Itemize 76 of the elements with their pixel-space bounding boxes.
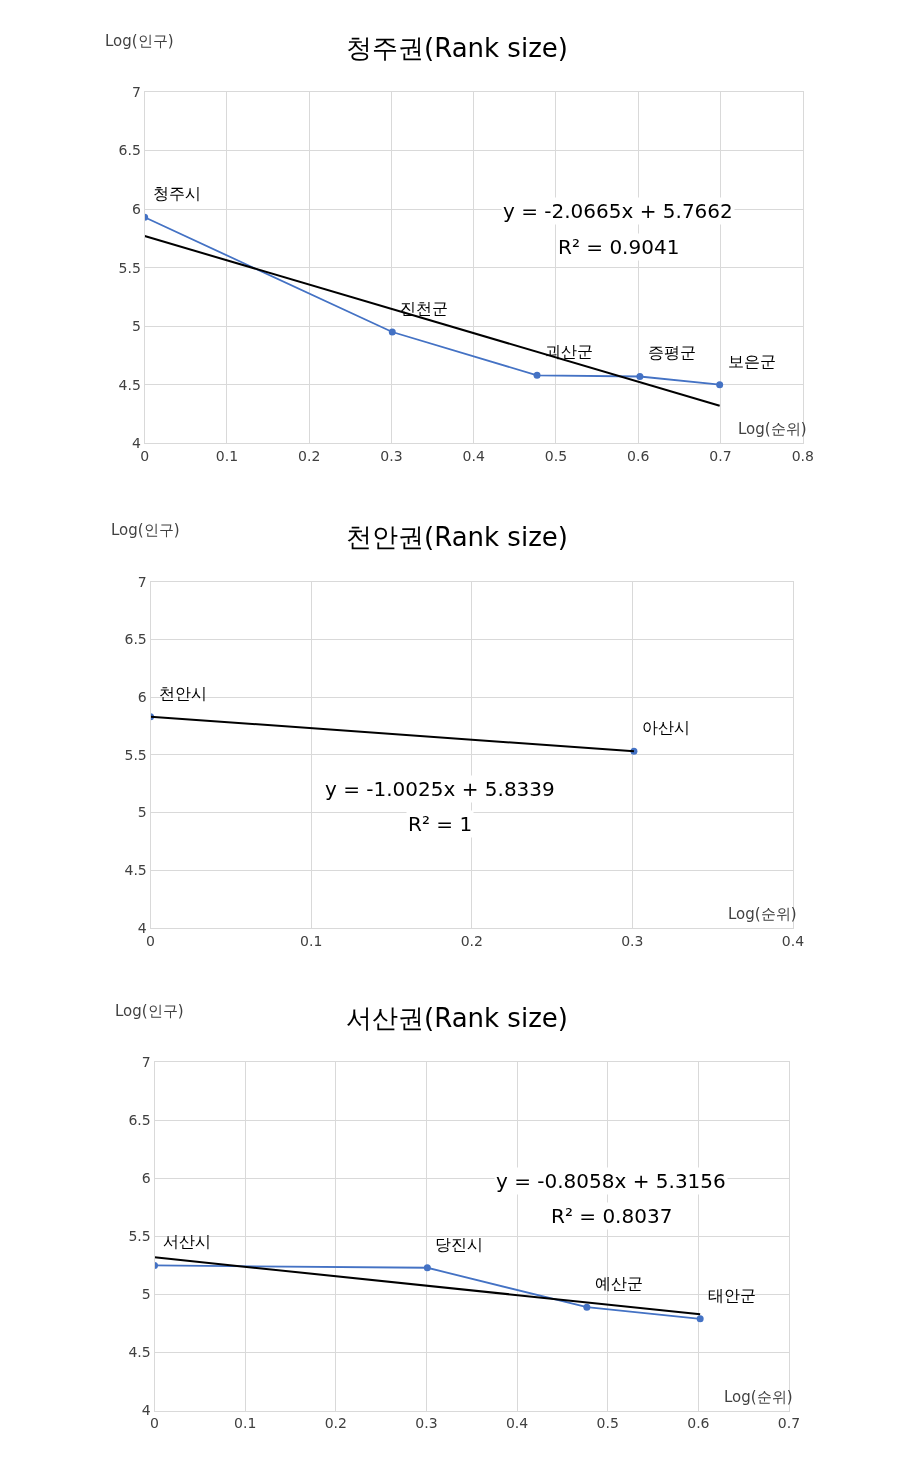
y-tick-label: 7 xyxy=(131,83,141,100)
y-tick-label: 5 xyxy=(137,804,147,821)
annotation: 청주시 xyxy=(153,184,201,203)
y-tick-label: 4.5 xyxy=(128,1344,151,1361)
x-tick-label: 0.1 xyxy=(234,1415,257,1432)
annotation: y = -1.0025x + 5.8339 xyxy=(325,777,555,801)
y-tick-label: 4 xyxy=(137,919,147,936)
annotation: R² = 0.9041 xyxy=(558,235,680,259)
annotation: 서산시 xyxy=(163,1232,211,1251)
x-tick-label: 0.6 xyxy=(627,447,650,464)
annotation: 천안시 xyxy=(159,684,207,703)
chart-title: 서산권(Rank size) xyxy=(346,1003,568,1033)
y-tick-label: 6 xyxy=(137,688,147,705)
point xyxy=(716,381,724,389)
chart-title: 천안권(Rank size) xyxy=(346,522,568,552)
annotation: 보은군 xyxy=(728,352,776,371)
x-tick-label: 0.1 xyxy=(215,447,239,464)
annotation: R² = 1 xyxy=(408,812,473,836)
y-tick-label: 6.5 xyxy=(118,142,141,159)
x-axis-title: Log(순위) xyxy=(738,420,807,438)
annotation: 증평군 xyxy=(648,343,696,362)
y-tick-label: 5 xyxy=(131,318,141,335)
x-tick-label: 0 xyxy=(146,932,156,949)
y-tick-label: 6 xyxy=(131,201,141,218)
x-tick-label: 0.4 xyxy=(462,447,485,464)
annotation: 예산군 xyxy=(595,1274,643,1293)
point xyxy=(533,371,541,379)
y-tick-label: 6.5 xyxy=(124,631,147,648)
annotation: 당진시 xyxy=(435,1235,483,1254)
x-tick-label: 0.3 xyxy=(415,1415,438,1432)
annotation: R² = 0.8037 xyxy=(551,1204,673,1228)
x-tick-label: 0.7 xyxy=(709,447,732,464)
x-tick-label: 0.4 xyxy=(781,932,805,949)
point xyxy=(636,372,644,380)
annotation: y = -0.8058x + 5.3156 xyxy=(496,1169,726,1193)
y-tick-label: 5 xyxy=(141,1286,151,1303)
x-tick-label: 0.1 xyxy=(300,932,323,949)
annotation: y = -2.0665x + 5.7662 xyxy=(503,199,733,223)
chart-title: 청주권(Rank size) xyxy=(346,33,568,63)
y-tick-label: 6.5 xyxy=(128,1112,151,1129)
x-tick-label: 0.5 xyxy=(544,447,568,464)
x-axis-title: Log(순위) xyxy=(724,1388,793,1406)
x-tick-label: 0.3 xyxy=(380,447,403,464)
x-tick-label: 0.4 xyxy=(505,1415,529,1432)
annotation: 아산시 xyxy=(642,718,690,737)
y-axis-title: Log(인구) xyxy=(115,1002,184,1020)
x-tick-label: 0 xyxy=(140,447,150,464)
y-tick-label: 4.5 xyxy=(118,376,141,393)
y-tick-label: 4.5 xyxy=(124,862,147,879)
point xyxy=(423,1264,431,1272)
y-tick-label: 5.5 xyxy=(124,746,147,763)
y-tick-label: 4 xyxy=(131,435,141,452)
x-axis-title: Log(순위) xyxy=(728,905,797,923)
y-axis-title: Log(인구) xyxy=(105,32,174,50)
annotation: 진천군 xyxy=(400,299,448,318)
x-tick-label: 0.3 xyxy=(621,932,644,949)
annotation: 괴산군 xyxy=(545,342,593,361)
x-tick-label: 0.2 xyxy=(298,447,321,464)
x-tick-label: 0.7 xyxy=(777,1415,801,1432)
x-tick-label: 0 xyxy=(150,1415,159,1432)
y-axis-title: Log(인구) xyxy=(111,521,180,539)
y-tick-label: 6 xyxy=(141,1170,151,1187)
y-tick-label: 7 xyxy=(141,1054,151,1071)
annotation: 태안군 xyxy=(708,1286,756,1305)
y-tick-label: 5.5 xyxy=(128,1228,151,1245)
point xyxy=(696,1315,704,1323)
x-tick-label: 0.2 xyxy=(460,932,483,949)
point xyxy=(388,328,396,336)
x-tick-label: 0.2 xyxy=(324,1415,347,1432)
x-tick-label: 0.5 xyxy=(596,1415,619,1432)
point xyxy=(583,1303,591,1311)
x-tick-label: 0.6 xyxy=(687,1415,710,1432)
y-tick-label: 4 xyxy=(141,1402,151,1419)
y-tick-label: 5.5 xyxy=(118,259,141,276)
x-tick-label: 0.8 xyxy=(791,447,814,464)
y-tick-label: 7 xyxy=(137,573,147,590)
